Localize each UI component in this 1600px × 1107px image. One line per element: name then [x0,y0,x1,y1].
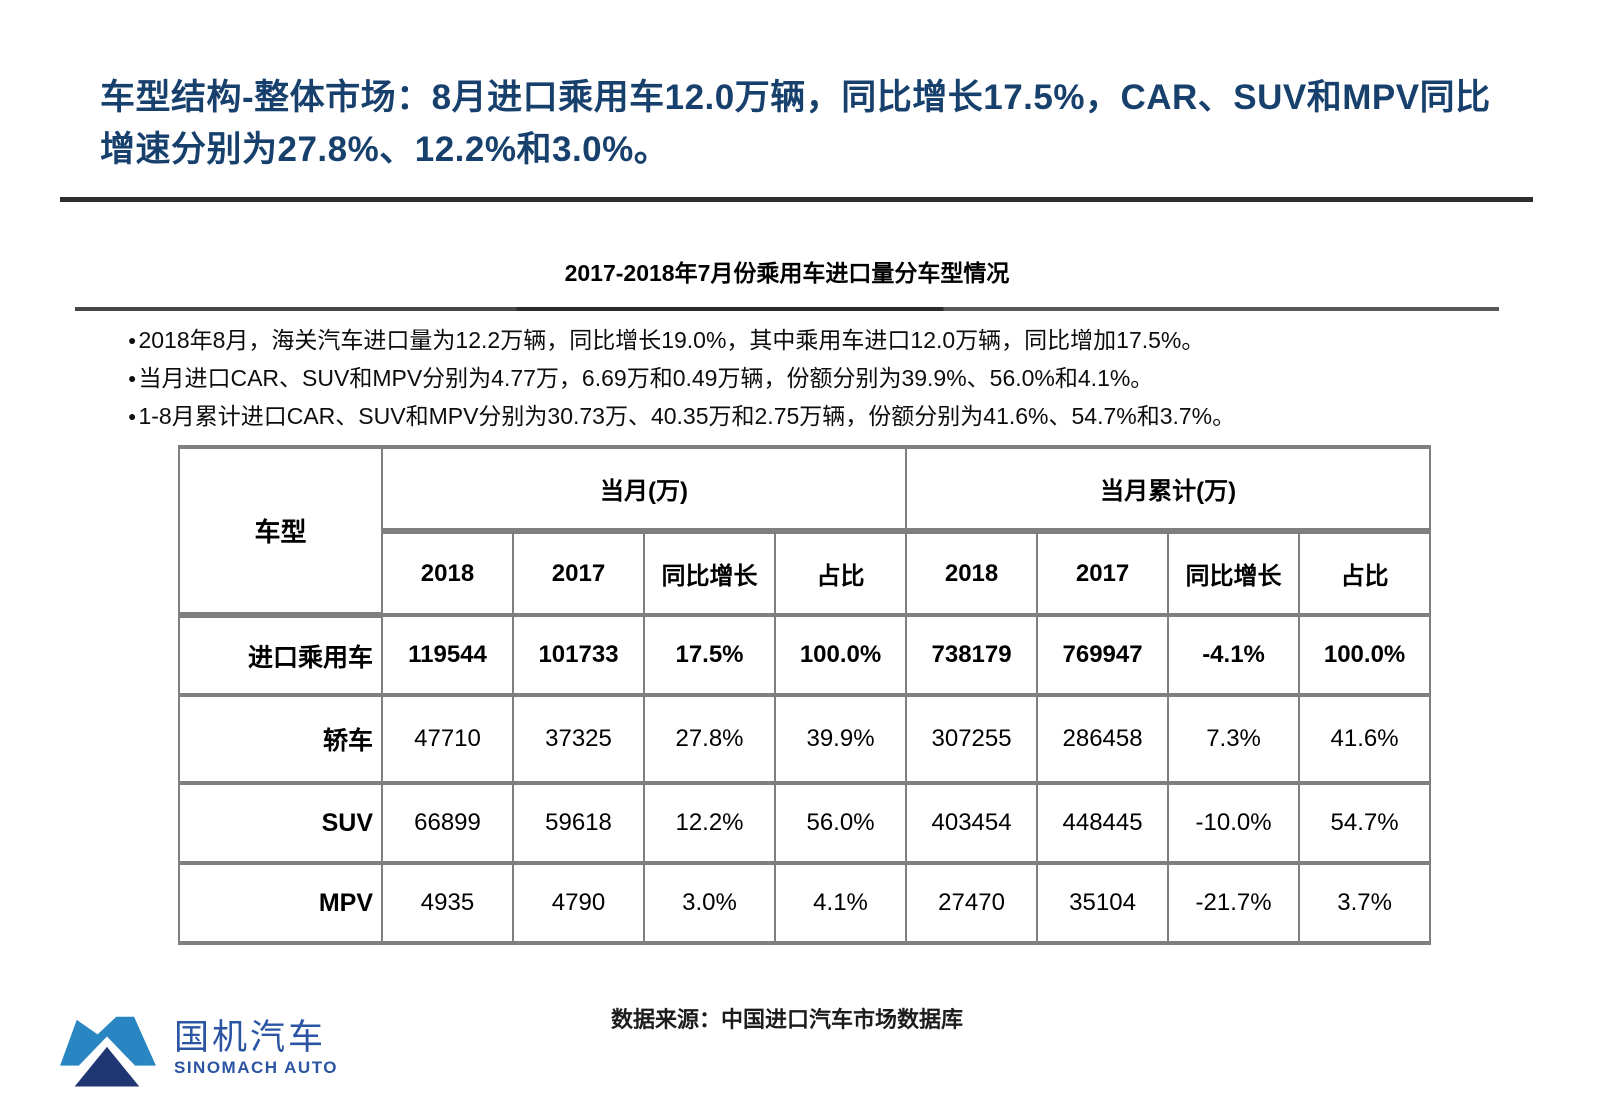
table-caption: 2017-2018年7月份乘用车进口量分车型情况 [564,260,1010,286]
import-volume-table: 车型 当月(万) 当月累计(万) 2018 2017 同比增长 占比 2018 … [178,445,1432,945]
page-title: 车型结构-整体市场：8月进口乘用车12.0万辆，同比增长17.5%，CAR、SU… [100,78,1491,169]
cell-value: 101733 [512,613,645,697]
cell-value: 3.0% [643,861,776,945]
cell-value: 17.5% [643,613,776,697]
cell-value: 27470 [905,861,1039,945]
bullet-dot-icon: ● [128,408,137,424]
col-header-2018-month: 2018 [381,529,514,617]
cell-value: -21.7% [1167,861,1301,945]
col-header-vehicle-type: 车型 [178,445,383,618]
row-label: MPV [178,861,383,945]
bullet-text: 当月进口CAR、SUV和MPV分别为4.77万，6.69万和0.49万辆，份额分… [138,365,1154,391]
cell-value: 56.0% [773,781,908,865]
cell-value: 54.7% [1298,781,1432,865]
cell-value: 4935 [381,861,514,945]
cell-value: 100.0% [773,613,908,697]
cell-value: 100.0% [1298,613,1432,697]
bullet-item: ●当月进口CAR、SUV和MPV分别为4.77万，6.69万和0.49万辆，份额… [128,359,1458,397]
cell-value: 66899 [381,781,514,865]
col-header-2018-cum: 2018 [905,529,1039,617]
mountain-logo-icon [60,1016,156,1087]
col-header-yoy-month: 同比增长 [643,529,776,617]
bullet-text: 1-8月累计进口CAR、SUV和MPV分别为30.73万、40.35万和2.75… [138,403,1236,429]
title-divider [60,197,1533,202]
row-label: SUV [178,781,383,865]
cell-value: 39.9% [773,693,908,785]
sinomach-logo: 国机汽车 SINOMACH AUTO [58,1010,338,1088]
cell-value: 47710 [381,693,514,785]
cell-value: 4.1% [773,861,908,945]
cell-value: 12.2% [643,781,776,865]
cell-value: 35104 [1036,861,1170,945]
cell-value: 3.7% [1298,861,1432,945]
col-header-share-month: 占比 [773,529,908,617]
col-group-cumulative: 当月累计(万) [905,445,1432,534]
cell-value: 307255 [905,693,1039,785]
table-subheader-row: 2018 2017 同比增长 占比 2018 2017 同比增长 占比 [179,529,1432,617]
cell-value: 7.3% [1167,693,1301,785]
data-source-note: 数据来源：中国进口汽车市场数据库 [610,1007,963,1032]
col-header-yoy-cum: 同比增长 [1167,529,1301,617]
bullet-dot-icon: ● [128,332,137,348]
cell-value: 119544 [381,613,514,697]
table-row-suv: SUV 66899 59618 12.2% 56.0% 403454 44844… [178,781,1432,865]
table-header-group-row: 车型 当月(万) 当月累计(万) [178,445,1432,618]
row-label: 轿车 [178,693,383,785]
bullet-dot-icon: ● [128,370,137,386]
row-label: 进口乘用车 [178,613,383,697]
cell-value: 769947 [1036,613,1170,697]
table-row-total-imported: 进口乘用车 119544 101733 17.5% 100.0% 738179 … [178,613,1432,697]
col-header-share-cum: 占比 [1298,529,1432,617]
cell-value: 738179 [905,613,1039,697]
col-group-current-month: 当月(万) [380,445,908,534]
cell-value: 403454 [905,781,1039,865]
bullet-list: ●2018年8月，海关汽车进口量为12.2万辆，同比增长19.0%，其中乘用车进… [128,321,1458,435]
table-row-mpv: MPV 4935 4790 3.0% 4.1% 27470 35104 -21.… [178,861,1432,945]
cell-value: -10.0% [1167,781,1301,865]
table-row-sedan: 轿车 47710 37325 27.8% 39.9% 307255 286458… [178,693,1432,785]
cell-value: 4790 [512,861,645,945]
logo-name-en: SINOMACH AUTO [174,1058,338,1077]
bullet-item: ●1-8月累计进口CAR、SUV和MPV分别为30.73万、40.35万和2.7… [128,397,1458,435]
col-header-2017-cum: 2017 [1036,529,1170,617]
cell-value: 37325 [512,693,645,785]
logo-text-block: 国机汽车 SINOMACH AUTO [174,1019,338,1079]
col-header-2017-month: 2017 [512,529,645,617]
bullet-item: ●2018年8月，海关汽车进口量为12.2万辆，同比增长19.0%，其中乘用车进… [128,321,1458,359]
cell-value: -4.1% [1167,613,1301,697]
cell-value: 59618 [512,781,645,865]
cell-value: 286458 [1036,693,1170,785]
cell-value: 41.6% [1298,693,1432,785]
cell-value: 27.8% [643,693,776,785]
cell-value: 448445 [1036,781,1170,865]
caption-divider [75,307,1499,311]
bullet-text: 2018年8月，海关汽车进口量为12.2万辆，同比增长19.0%，其中乘用车进口… [138,327,1205,353]
logo-name-cn: 国机汽车 [174,1018,327,1057]
